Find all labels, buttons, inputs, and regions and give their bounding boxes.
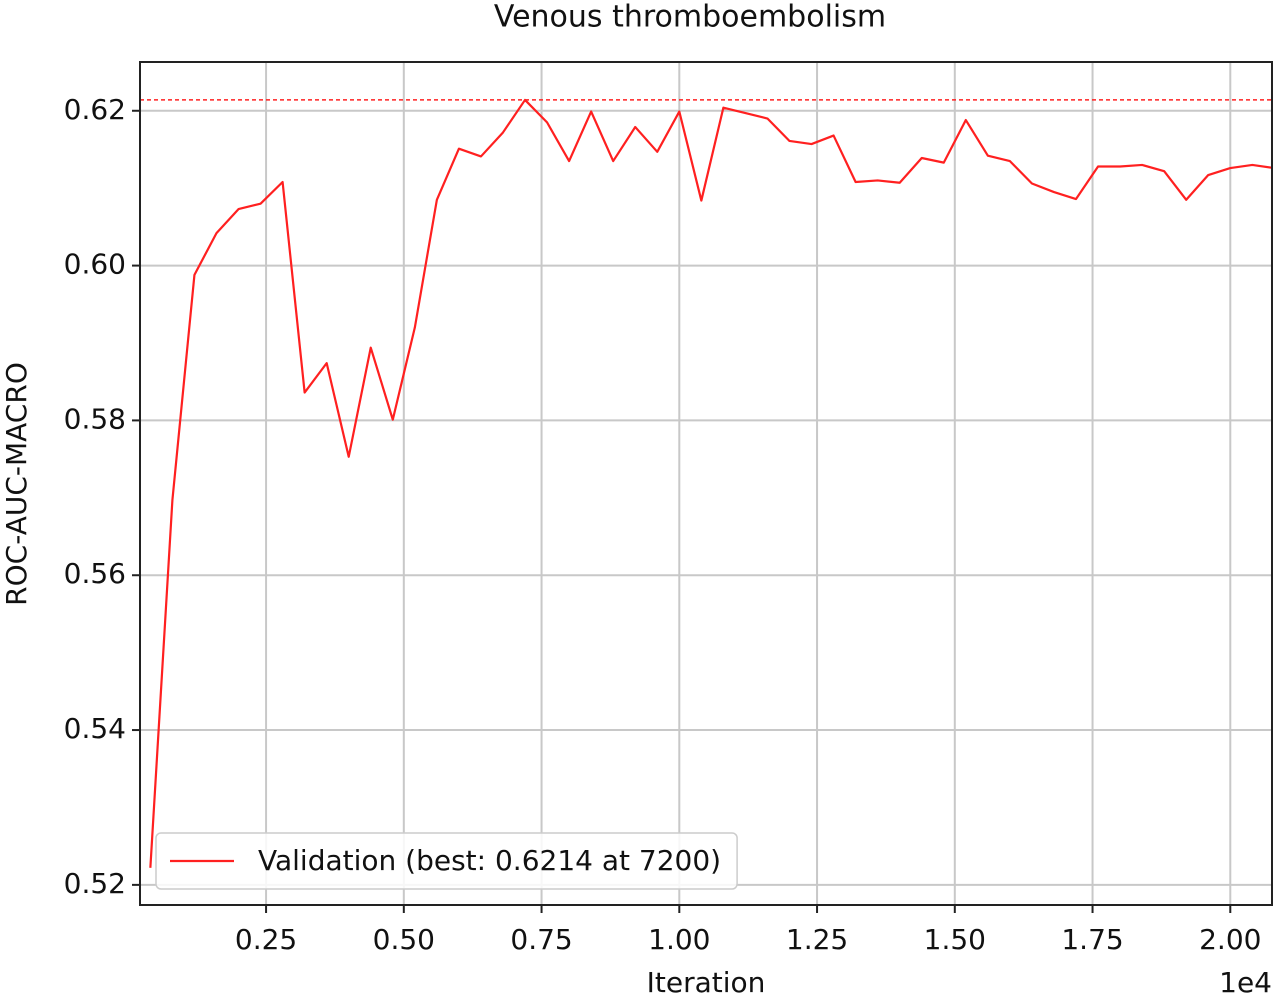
y-tick-label: 0.56 — [64, 557, 126, 590]
x-offset-label: 1e4 — [1219, 966, 1272, 999]
y-axis-label: ROC-AUC-MACRO — [0, 362, 33, 606]
y-tick-label: 0.60 — [64, 248, 126, 281]
x-tick-label: 2.00 — [1199, 923, 1261, 956]
plot-area — [140, 98, 1272, 868]
x-tick-label: 1.00 — [648, 923, 710, 956]
y-tick-label: 0.54 — [64, 712, 126, 745]
data-line — [149, 98, 1272, 868]
x-tick-label: 0.50 — [373, 923, 435, 956]
x-tick-label: 1.75 — [1061, 923, 1123, 956]
plot-frame — [139, 61, 1273, 906]
x-tick-label: 0.25 — [235, 923, 297, 956]
y-tick-label: 0.62 — [64, 93, 126, 126]
x-tick-label: 1.25 — [786, 923, 848, 956]
x-tick-label: 1.50 — [924, 923, 986, 956]
y-tick-label: 0.58 — [64, 402, 126, 435]
y-tick-label: 0.52 — [64, 867, 126, 900]
x-axis-label: Iteration — [647, 966, 766, 999]
legend-box — [155, 832, 738, 890]
x-tick-label: 0.75 — [510, 923, 572, 956]
chart-title: Venous thromboembolism — [494, 0, 886, 35]
legend-label: Validation (best: 0.6214 at 7200) — [258, 844, 721, 877]
